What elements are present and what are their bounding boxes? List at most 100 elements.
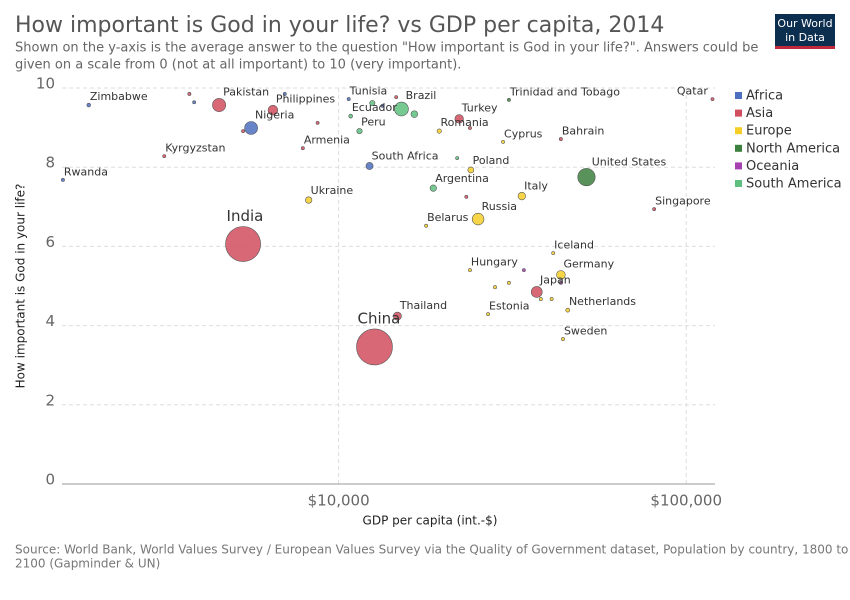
- bubble: [436, 128, 442, 134]
- legend-swatch: [735, 162, 742, 170]
- bubble: [530, 286, 543, 298]
- legend-label: Europe: [746, 124, 792, 139]
- point-label: Pakistan: [223, 85, 269, 98]
- bubble: [365, 162, 374, 170]
- bubble: [162, 154, 167, 159]
- point-label: Ecuador: [352, 101, 397, 114]
- legend-swatch: [735, 180, 742, 187]
- bubble: [315, 120, 320, 125]
- legend-swatch: [735, 109, 742, 117]
- point-label: Belarus: [427, 211, 469, 224]
- source: Source: World Bank, World Values Survey …: [15, 543, 848, 557]
- bubble: [549, 297, 554, 301]
- bubble: [356, 128, 363, 135]
- logo: Our World in Data: [775, 14, 835, 49]
- bubble: [493, 285, 497, 290]
- point-label: Ukraine: [311, 184, 354, 197]
- bubble: [267, 104, 279, 116]
- point-label: Hungary: [471, 256, 518, 269]
- y-tick-label: 2: [45, 391, 55, 409]
- point-label: Turkey: [461, 102, 498, 115]
- point-label: Singapore: [655, 195, 711, 208]
- point-label: Bahrain: [562, 124, 605, 137]
- bubble: [212, 98, 227, 112]
- point-labels: Zimbabwe Rwanda Nigeria Tunisia South Africa…: [64, 84, 711, 337]
- legend-swatch: [735, 144, 742, 152]
- bubble: [346, 97, 351, 102]
- y-tick-label: 4: [45, 312, 55, 330]
- point-label: Sweden: [564, 324, 607, 337]
- bubble: [410, 110, 419, 118]
- point-label: Armenia: [304, 134, 350, 147]
- bubble: [565, 307, 571, 313]
- x-tick-label: $10,000: [308, 492, 370, 510]
- point-label: Russia: [482, 200, 517, 213]
- logo-text: in Data: [785, 31, 825, 44]
- bubble: [556, 270, 566, 280]
- bubble: [522, 268, 526, 273]
- bubble: [507, 280, 511, 285]
- point-label: Netherlands: [569, 295, 636, 308]
- legend-swatch: [735, 127, 742, 135]
- bubble: [454, 114, 464, 124]
- bubble: [455, 156, 460, 160]
- bubble: [394, 95, 399, 100]
- subtitle: given on a scale from 0 (not at all impo…: [15, 58, 461, 73]
- point-label: China: [357, 309, 400, 327]
- bubble: [393, 311, 402, 321]
- bubble: [348, 113, 353, 119]
- point-label: Kyrgyzstan: [165, 142, 225, 155]
- point-label: Germany: [564, 258, 615, 271]
- bubble: [577, 168, 596, 187]
- bubble: [424, 223, 429, 228]
- y-tick-label: 8: [45, 154, 55, 172]
- point-label: Tunisia: [349, 84, 388, 97]
- point-label: Qatar: [677, 84, 708, 97]
- point-label: Cyprus: [504, 127, 543, 140]
- bubble: [225, 226, 261, 262]
- point-label: Iceland: [554, 239, 594, 252]
- bubble: [551, 251, 556, 256]
- bubble: [187, 92, 192, 96]
- bubble: [486, 312, 490, 317]
- bubble: [369, 100, 376, 107]
- bubble: [241, 129, 245, 134]
- point-label: Argentina: [435, 172, 489, 185]
- point-label: Poland: [473, 154, 510, 167]
- point-label: Brazil: [406, 89, 437, 102]
- point-label: Zimbabwe: [90, 90, 148, 103]
- bubble: [282, 92, 287, 96]
- bubble: [652, 207, 657, 212]
- point-label: Philippines: [276, 92, 336, 105]
- bubble: [305, 196, 313, 204]
- bubble: [380, 103, 385, 108]
- point-label: Romania: [441, 116, 489, 129]
- bubble: [86, 102, 91, 108]
- bubble: [61, 177, 65, 182]
- point-label: Trinidad and Tobago: [509, 85, 620, 98]
- bubble: [538, 297, 543, 301]
- bubble: [300, 146, 305, 151]
- point-label: Rwanda: [64, 165, 108, 178]
- legend-label: Oceania: [746, 159, 799, 174]
- bubble: [710, 97, 715, 101]
- point-label: Japan: [539, 273, 571, 286]
- bubble: [561, 337, 565, 341]
- point-label: Estonia: [489, 300, 529, 313]
- point-label: Peru: [361, 115, 386, 128]
- bubble: [517, 192, 526, 201]
- bubble: [244, 121, 258, 135]
- bubble: [467, 166, 475, 174]
- bubble: [558, 137, 563, 141]
- bubble: [356, 328, 393, 366]
- bubbles: [61, 92, 715, 366]
- bubble: [507, 97, 511, 102]
- bubble: [471, 212, 485, 226]
- subtitle: Shown on the y-axis is the average answe…: [15, 41, 758, 56]
- point-label: United States: [592, 155, 667, 168]
- logo-box: [775, 14, 835, 48]
- bubble: [394, 101, 409, 117]
- bubble: [501, 139, 505, 144]
- legend-swatch: [735, 92, 742, 99]
- point-label: Italy: [524, 179, 548, 192]
